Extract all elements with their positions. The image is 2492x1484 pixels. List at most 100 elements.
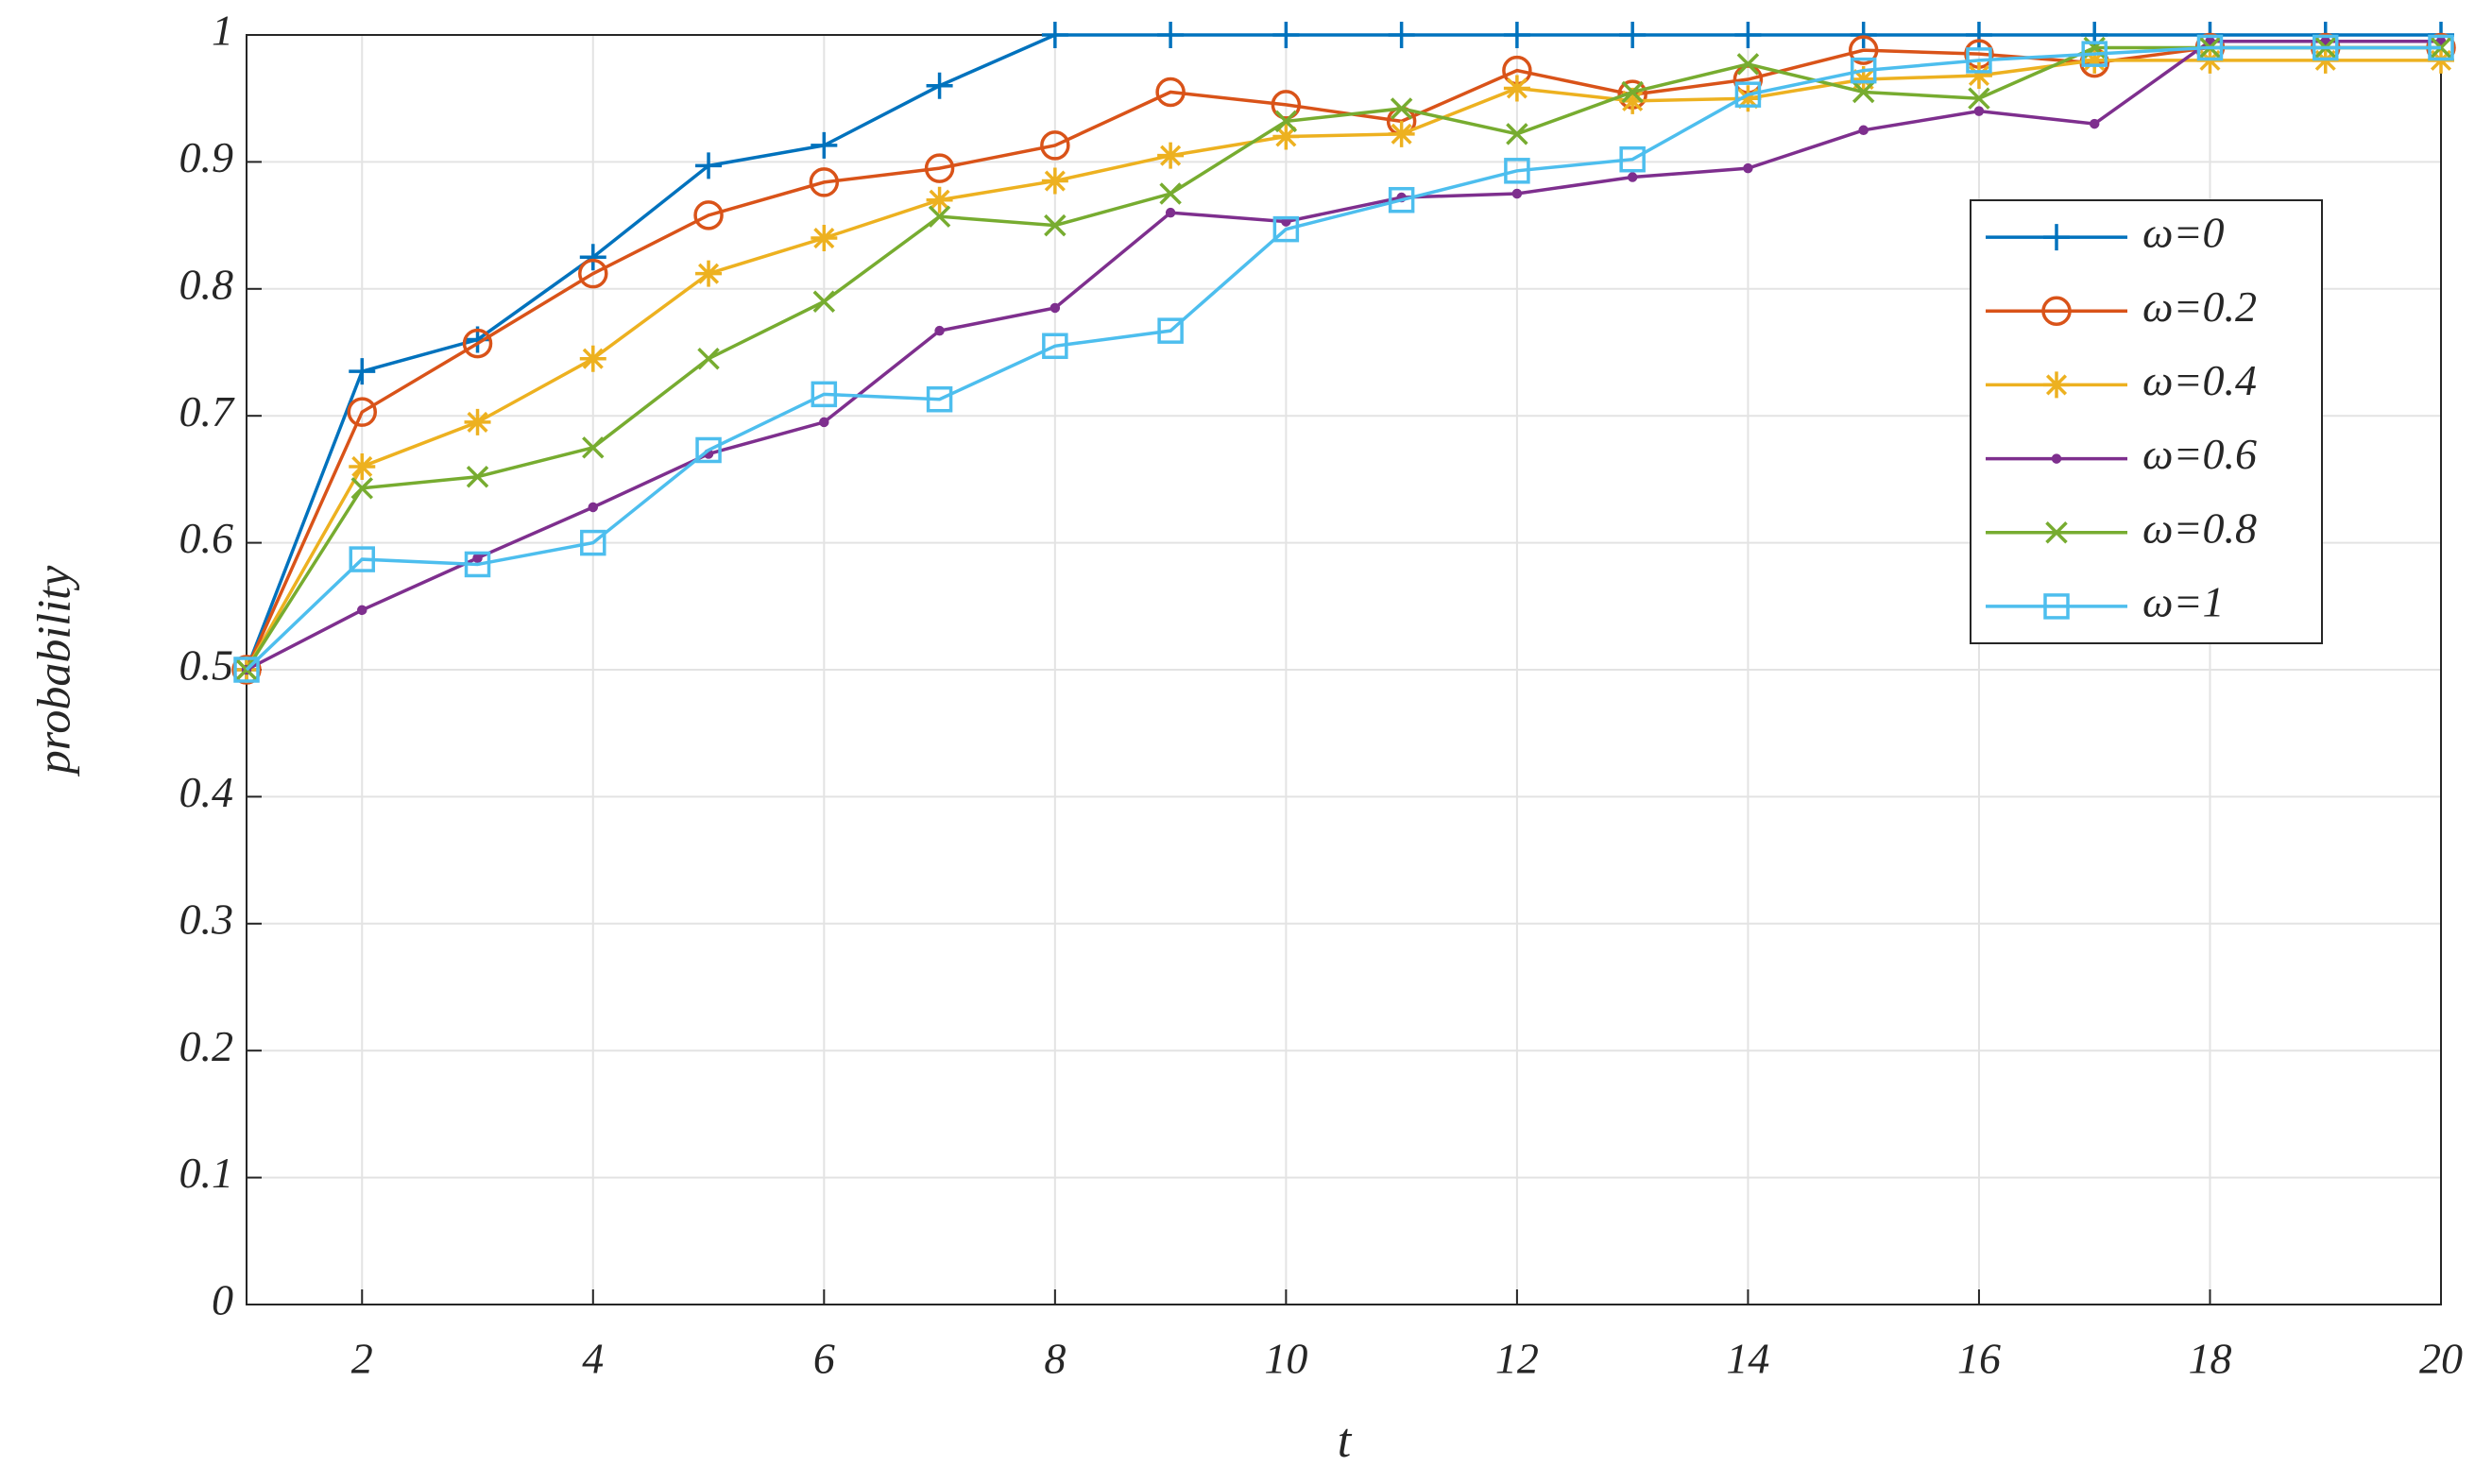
legend-label: ω=0.2 <box>2142 282 2257 331</box>
data-point <box>1157 142 1185 169</box>
series-line <box>245 45 2441 672</box>
data-point <box>2312 34 2339 61</box>
legend-marker <box>2043 593 2070 620</box>
y-tick-label: 0.4 <box>179 768 234 816</box>
data-point <box>357 605 367 616</box>
data-point <box>1503 22 1530 48</box>
data-point <box>2435 36 2447 46</box>
y-tick-label: 0.1 <box>179 1149 234 1197</box>
data-point <box>1850 66 1877 94</box>
y-tick-label: 0.2 <box>179 1022 234 1070</box>
data-point <box>1621 80 1644 104</box>
data-point <box>2320 36 2330 46</box>
y-tick-label: 0.8 <box>179 260 234 308</box>
data-point <box>580 529 606 556</box>
data-point <box>1050 302 1061 314</box>
data-point <box>811 225 838 252</box>
legend-box <box>1970 199 2323 644</box>
data-point <box>1159 182 1182 205</box>
data-point <box>1852 80 1875 104</box>
x-tick-label: 18 <box>2188 1335 2231 1383</box>
data-point <box>693 200 724 230</box>
series-line <box>245 59 2441 671</box>
x-tick-label: 8 <box>1044 1335 1066 1383</box>
data-point <box>1627 172 1638 182</box>
data-point <box>819 417 829 428</box>
x-tick-label: 6 <box>813 1335 835 1383</box>
data-point <box>2196 34 2224 61</box>
data-point <box>695 152 723 179</box>
data-point <box>350 477 374 500</box>
data-point <box>2089 118 2100 129</box>
data-point <box>1619 22 1647 48</box>
data-point <box>464 551 491 578</box>
data-point <box>1388 120 1415 147</box>
data-point <box>812 290 836 313</box>
legend-marker <box>2041 296 2072 326</box>
legend-label: ω=0.4 <box>2142 356 2257 404</box>
data-point <box>347 397 378 427</box>
data-point <box>809 167 840 197</box>
legend-marker <box>2043 371 2070 399</box>
data-point <box>928 205 951 228</box>
data-point <box>233 657 260 683</box>
data-point <box>1040 130 1070 161</box>
data-point <box>1504 158 1530 184</box>
data-point <box>1388 22 1415 48</box>
data-point <box>1388 186 1415 213</box>
data-point <box>1271 90 1302 120</box>
data-point <box>1850 22 1877 48</box>
y-tick-label: 0.7 <box>179 387 236 435</box>
data-point <box>1973 106 1985 116</box>
data-point <box>1506 123 1528 145</box>
y-tick-label: 0.9 <box>179 133 234 181</box>
data-point <box>811 131 838 159</box>
data-point <box>1858 125 1869 136</box>
data-point <box>578 258 608 289</box>
legend-label: ω=1 <box>2142 577 2225 625</box>
data-point <box>926 72 953 99</box>
series-line <box>245 33 2441 671</box>
data-point <box>1165 207 1176 218</box>
legend-marker <box>2051 453 2062 464</box>
x-tick-label: 10 <box>1264 1335 1307 1383</box>
data-point <box>1736 53 1760 76</box>
data-point <box>1619 145 1646 173</box>
data-point <box>1041 22 1068 48</box>
data-point <box>1272 22 1300 48</box>
data-point <box>2081 46 2108 74</box>
x-tick-label: 4 <box>582 1335 604 1383</box>
data-point <box>1968 87 1990 110</box>
data-point <box>1503 75 1530 102</box>
data-point <box>1850 57 1877 84</box>
data-point <box>926 385 953 413</box>
data-point <box>472 553 483 563</box>
x-tick-label: 14 <box>1726 1335 1769 1383</box>
data-point <box>1390 97 1413 120</box>
x-tick-label: 16 <box>1957 1335 2001 1383</box>
data-point <box>697 347 720 370</box>
data-point <box>695 260 723 287</box>
data-point <box>349 358 376 385</box>
data-point <box>2081 41 2108 67</box>
data-point <box>1966 47 1992 74</box>
legend-label: ω=0.8 <box>2142 503 2257 552</box>
data-point <box>1274 110 1298 133</box>
data-point <box>695 436 722 464</box>
data-point <box>926 186 953 213</box>
data-point <box>1743 162 1753 174</box>
data-point <box>1848 35 1879 65</box>
data-point <box>2428 34 2454 61</box>
data-point <box>1965 22 1992 48</box>
y-tick-label: 0.3 <box>179 895 234 943</box>
data-point <box>579 244 606 271</box>
x-tick-label: 20 <box>2419 1335 2463 1383</box>
data-point <box>1734 81 1762 108</box>
data-point <box>934 325 945 336</box>
legend-marker <box>2043 224 2070 251</box>
data-point <box>1042 333 1068 360</box>
data-point <box>1619 87 1647 114</box>
data-point <box>466 465 489 488</box>
data-point <box>1965 62 1992 90</box>
